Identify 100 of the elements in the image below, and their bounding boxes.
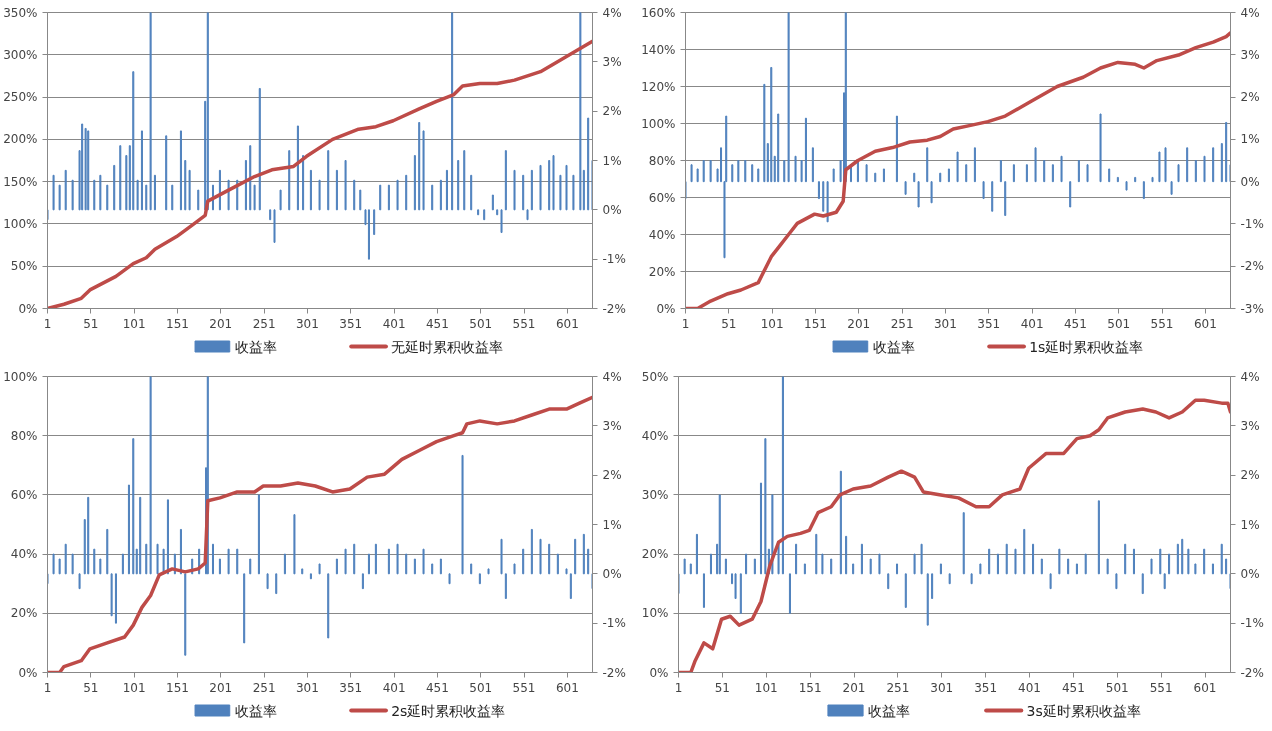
x-tick-label: 251 bbox=[252, 316, 276, 331]
y-tick-label: 40% bbox=[648, 227, 676, 242]
y-tick-label: 20% bbox=[10, 606, 38, 621]
y2-tick-label: 2% bbox=[602, 104, 622, 119]
y-tick-label: 120% bbox=[641, 79, 676, 94]
x-tick-label: 451 bbox=[1063, 316, 1087, 331]
y2-tick-label: 4% bbox=[1240, 369, 1260, 384]
y-tick-label: 200% bbox=[3, 132, 38, 147]
y2-tick-label: -1% bbox=[602, 252, 626, 267]
x-tick-label: 251 bbox=[886, 680, 910, 695]
x-tick-label: 101 bbox=[122, 680, 146, 695]
y-tick-label: 20% bbox=[641, 547, 669, 562]
x-tick-label: 501 bbox=[469, 316, 493, 331]
x-tick-label: 451 bbox=[425, 680, 449, 695]
y-tick-label: 80% bbox=[648, 153, 676, 168]
x-tick-label: 301 bbox=[930, 680, 954, 695]
x-tick-label: 1 bbox=[681, 316, 690, 331]
x-tick-label: 351 bbox=[977, 316, 1001, 331]
x-tick-label: 451 bbox=[1061, 680, 1085, 695]
y-tick-label: 100% bbox=[3, 216, 38, 231]
y2-tick-label: -3% bbox=[1240, 301, 1264, 316]
x-tick-label: 301 bbox=[295, 316, 319, 331]
legend-label: 收益率 bbox=[872, 338, 915, 355]
x-tick-label: 51 bbox=[83, 680, 99, 695]
x-tick-label: 201 bbox=[842, 680, 866, 695]
legend-label: 2s延时累积收益率 bbox=[391, 702, 506, 719]
x-tick-label: 301 bbox=[933, 316, 957, 331]
legend-label: 收益率 bbox=[868, 702, 911, 719]
x-tick-label: 401 bbox=[382, 680, 406, 695]
y2-tick-label: 4% bbox=[602, 5, 622, 20]
y-tick-label: 0% bbox=[18, 665, 38, 680]
x-tick-label: 51 bbox=[714, 680, 731, 695]
y2-tick-label: 0% bbox=[602, 202, 622, 217]
x-tick-label: 151 bbox=[798, 680, 822, 695]
y2-tick-label: -1% bbox=[602, 616, 626, 631]
y-tick-label: 300% bbox=[3, 47, 38, 62]
x-tick-label: 101 bbox=[760, 316, 784, 331]
legend-label: 1s延时累积收益率 bbox=[1029, 338, 1144, 355]
y2-tick-label: 0% bbox=[1240, 566, 1260, 581]
y-tick-label: 20% bbox=[648, 264, 676, 279]
x-tick-label: 1 bbox=[43, 316, 52, 331]
y2-tick-label: 3% bbox=[602, 54, 622, 69]
x-tick-label: 601 bbox=[1193, 680, 1217, 695]
y-tick-label: 0% bbox=[18, 301, 38, 316]
y2-tick-label: 3% bbox=[602, 418, 622, 433]
y2-tick-label: -1% bbox=[1240, 616, 1264, 631]
y-tick-label: 350% bbox=[3, 5, 38, 20]
y-tick-label: 80% bbox=[10, 428, 38, 443]
y-tick-label: 100% bbox=[3, 369, 38, 384]
y2-tick-label: 2% bbox=[1240, 90, 1260, 105]
y-tick-label: 30% bbox=[641, 487, 669, 502]
y2-tick-label: -2% bbox=[602, 301, 626, 316]
y-tick-label: 50% bbox=[10, 259, 38, 274]
y2-tick-label: 1% bbox=[602, 517, 622, 532]
x-tick-label: 351 bbox=[974, 680, 998, 695]
x-tick-label: 151 bbox=[804, 316, 827, 331]
x-tick-label: 51 bbox=[721, 316, 737, 331]
x-tick-label: 251 bbox=[890, 316, 914, 331]
y2-tick-label: 1% bbox=[1240, 517, 1260, 532]
y-tick-label: 100% bbox=[641, 116, 676, 131]
x-tick-label: 551 bbox=[512, 316, 536, 331]
x-tick-label: 251 bbox=[252, 680, 276, 695]
y2-tick-label: 3% bbox=[1240, 418, 1260, 433]
y2-tick-label: 2% bbox=[1240, 468, 1260, 483]
y-tick-label: 0% bbox=[649, 665, 669, 680]
legend-label: 收益率 bbox=[234, 338, 277, 355]
x-tick-label: 401 bbox=[382, 316, 406, 331]
x-tick-label: 551 bbox=[512, 680, 536, 695]
y-tick-label: 60% bbox=[10, 487, 38, 502]
y2-tick-label: 1% bbox=[1240, 132, 1260, 147]
x-tick-label: 201 bbox=[847, 316, 871, 331]
x-tick-label: 301 bbox=[295, 680, 319, 695]
y-tick-label: 250% bbox=[3, 90, 38, 105]
y-tick-label: 10% bbox=[641, 606, 669, 621]
x-tick-label: 401 bbox=[1020, 316, 1044, 331]
x-tick-label: 1 bbox=[674, 680, 683, 695]
y-tick-label: 40% bbox=[641, 428, 669, 443]
y2-tick-label: 0% bbox=[602, 566, 622, 581]
x-tick-label: 451 bbox=[425, 316, 449, 331]
legend-label: 收益率 bbox=[234, 702, 277, 719]
y2-tick-label: 1% bbox=[602, 153, 622, 168]
x-tick-label: 601 bbox=[555, 316, 579, 331]
x-tick-label: 101 bbox=[122, 316, 146, 331]
x-tick-label: 101 bbox=[754, 680, 778, 695]
y2-tick-label: 3% bbox=[1240, 47, 1260, 62]
x-tick-label: 551 bbox=[1149, 680, 1173, 695]
x-tick-label: 201 bbox=[209, 316, 233, 331]
x-tick-label: 601 bbox=[1193, 316, 1217, 331]
y-tick-label: 140% bbox=[641, 42, 676, 57]
x-tick-label: 351 bbox=[339, 680, 363, 695]
y2-tick-label: -2% bbox=[1240, 259, 1264, 274]
x-tick-label: 601 bbox=[555, 680, 579, 695]
y-tick-label: 0% bbox=[656, 301, 676, 316]
y2-tick-label: -2% bbox=[1240, 665, 1264, 680]
y-tick-label: 50% bbox=[641, 369, 669, 384]
y2-tick-label: 2% bbox=[602, 468, 622, 483]
legend-label: 无延时累积收益率 bbox=[391, 338, 504, 355]
x-tick-label: 501 bbox=[1105, 680, 1129, 695]
y-tick-label: 150% bbox=[3, 174, 38, 189]
y-tick-label: 160% bbox=[641, 5, 676, 20]
